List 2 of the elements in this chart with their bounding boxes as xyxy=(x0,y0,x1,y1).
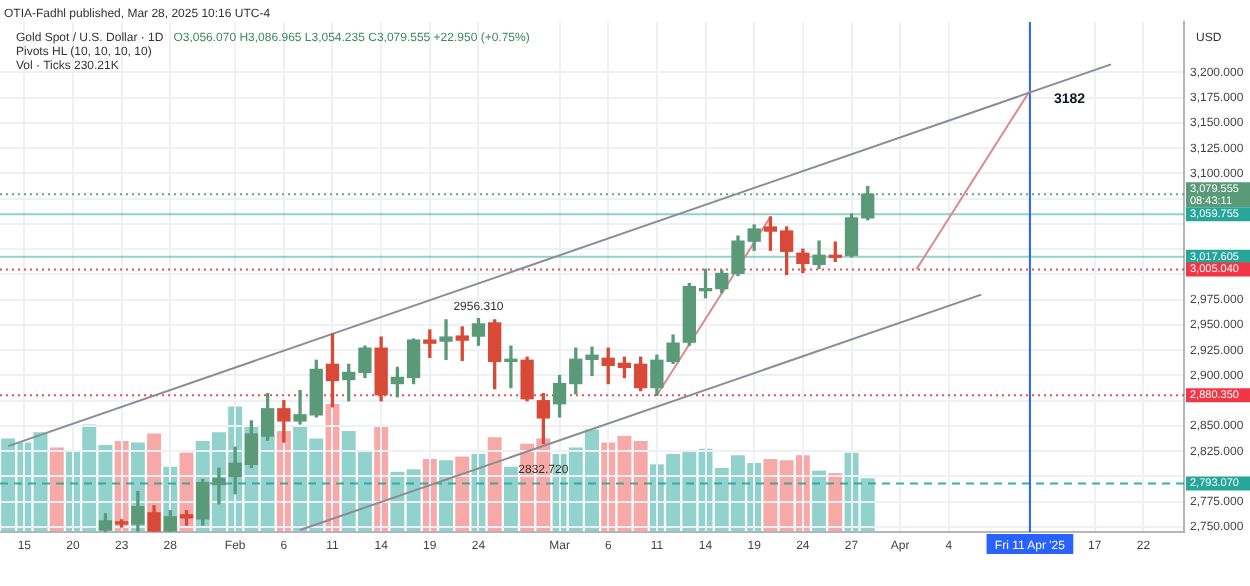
candlestick xyxy=(504,345,518,389)
candlestick xyxy=(439,319,453,360)
